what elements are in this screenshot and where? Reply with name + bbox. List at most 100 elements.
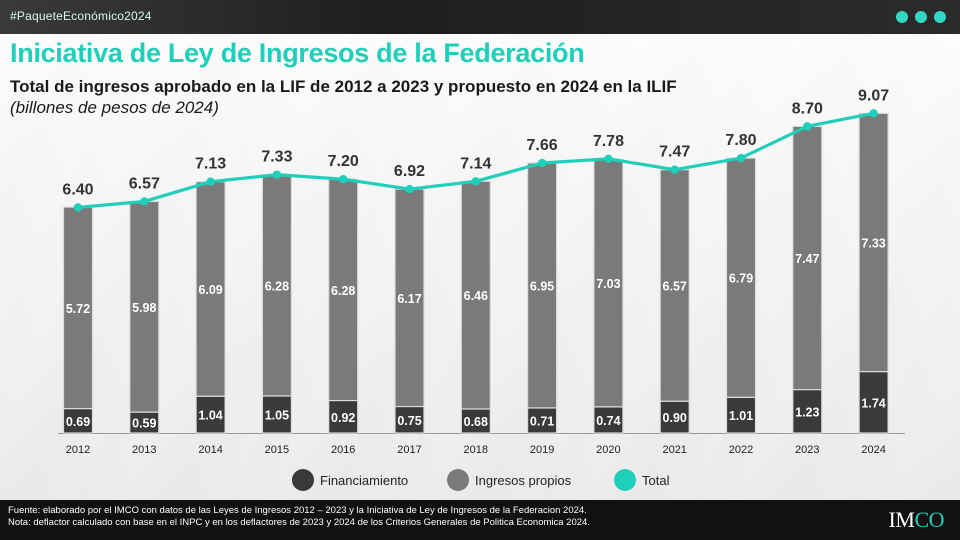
point-total — [869, 109, 878, 118]
data-label-total: 6.40 — [62, 181, 93, 198]
data-label-financiamiento: 1.23 — [795, 405, 819, 419]
data-label-ingresos-propios: 6.57 — [663, 279, 687, 293]
data-label-ingresos-propios: 7.33 — [861, 236, 885, 250]
bar-financiamiento — [394, 405, 425, 434]
legend-swatch-icon — [292, 469, 314, 491]
bar-financiamiento — [62, 408, 94, 434]
bar-ingresos-propios — [129, 200, 160, 413]
chart-units: (billones de pesos de 2024) — [10, 98, 219, 117]
legend-label: Financiamiento — [320, 473, 408, 488]
bar-financiamiento — [659, 400, 690, 434]
data-label-financiamiento: 0.75 — [397, 414, 421, 428]
x-tick-label: 2017 — [397, 444, 421, 456]
data-label-financiamiento: 0.68 — [464, 415, 488, 429]
bar-ingresos-propios — [792, 125, 823, 391]
logo-accent: CO — [914, 507, 944, 532]
point-total — [140, 197, 149, 206]
legend-swatch-icon — [614, 469, 636, 491]
bar-financiamiento — [261, 395, 292, 434]
x-tick-label: 2020 — [596, 444, 620, 456]
footer-band — [0, 500, 960, 540]
bar-ingresos-propios — [195, 181, 226, 397]
x-tick-label: 2019 — [530, 444, 554, 456]
x-tick-label: 2024 — [861, 444, 885, 456]
data-label-ingresos-propios: 6.09 — [198, 283, 222, 297]
x-tick-label: 2023 — [795, 444, 819, 456]
data-label-financiamiento: 0.90 — [663, 411, 687, 425]
point-total — [803, 122, 812, 131]
decorative-dots — [896, 11, 946, 23]
x-tick-label: 2013 — [132, 444, 156, 456]
bar-ingresos-propios — [659, 169, 690, 402]
bar-ingresos-propios — [394, 188, 425, 408]
bar-ingresos-propios — [526, 162, 558, 409]
data-label-total: 7.66 — [527, 137, 558, 154]
data-label-total: 7.14 — [460, 155, 491, 172]
data-label-total: 7.13 — [195, 156, 226, 173]
top-banner — [0, 0, 960, 34]
data-label-total: 7.33 — [261, 149, 292, 166]
bar-financiamiento — [593, 406, 624, 434]
x-tick-label: 2021 — [662, 444, 686, 456]
data-label-financiamiento: 0.92 — [331, 411, 355, 425]
footer-notes: Fuente: elaborado por el IMCO con datos … — [8, 505, 590, 529]
imco-logo: IMCO — [888, 507, 945, 533]
point-total — [537, 158, 547, 168]
data-label-total: 7.80 — [725, 132, 756, 149]
point-total — [736, 153, 746, 163]
bar-financiamiento — [858, 371, 889, 434]
data-label-ingresos-propios: 6.95 — [530, 279, 554, 293]
x-tick-label: 2012 — [66, 444, 90, 456]
data-label-ingresos-propios: 5.72 — [66, 302, 90, 316]
data-label-ingresos-propios: 5.98 — [132, 301, 156, 315]
point-total — [73, 203, 83, 212]
data-label-financiamiento: 0.59 — [132, 417, 156, 431]
data-label-total: 7.78 — [593, 133, 624, 150]
hashtag-label: #PaqueteEconómico2024 — [10, 9, 152, 23]
data-label-total: 6.92 — [394, 163, 425, 180]
bar-financiamiento — [129, 411, 160, 434]
data-label-total: 7.47 — [659, 144, 690, 161]
stacked-bar-chart: 5.72 0.69 2012 5.98 0.59 2013 6.09 1.04 2014 6.28… — [58, 87, 905, 491]
data-label-financiamiento: 1.74 — [861, 396, 885, 410]
legend-swatch-icon — [447, 469, 469, 491]
bar-financiamiento — [792, 389, 823, 434]
point-total — [604, 154, 613, 163]
data-label-total: 6.57 — [129, 175, 160, 192]
bar-ingresos-propios — [593, 158, 624, 408]
point-total — [471, 177, 480, 186]
legend-label: Total — [642, 473, 670, 488]
bar-financiamiento — [328, 399, 359, 434]
bar-ingresos-propios — [858, 112, 889, 373]
page-title: Iniciativa de Ley de Ingresos de la Fede… — [10, 38, 585, 68]
data-label-financiamiento: 0.69 — [66, 415, 90, 429]
bar-ingresos-propios — [62, 206, 94, 410]
data-label-ingresos-propios: 6.46 — [464, 289, 488, 303]
point-total — [405, 184, 414, 194]
methodology-note: Nota: deflactor calculado con base en el… — [8, 517, 590, 528]
point-total — [339, 175, 348, 184]
x-tick-label: 2016 — [331, 444, 355, 456]
data-label-total: 9.07 — [858, 87, 889, 104]
point-total — [206, 177, 215, 186]
point-total — [272, 170, 282, 179]
data-label-financiamiento: 1.05 — [265, 408, 289, 422]
source-note: Fuente: elaborado por el IMCO con datos … — [8, 505, 587, 516]
data-label-ingresos-propios: 6.79 — [729, 272, 753, 286]
bar-financiamiento — [195, 395, 226, 434]
data-label-financiamiento: 1.04 — [198, 409, 222, 423]
data-label-ingresos-propios: 6.28 — [331, 284, 355, 298]
bar-financiamiento — [725, 396, 757, 434]
dot-icon — [915, 11, 927, 23]
bar-financiamiento — [460, 408, 491, 434]
data-label-total: 7.20 — [328, 153, 359, 170]
data-label-ingresos-propios: 7.03 — [596, 277, 620, 291]
bar-ingresos-propios — [261, 174, 292, 397]
chart-subtitle: Total de ingresos aprobado en la LIF de … — [10, 77, 677, 96]
data-label-financiamiento: 0.74 — [596, 414, 620, 428]
bar-financiamiento — [526, 407, 558, 434]
data-label-ingresos-propios: 7.47 — [795, 252, 819, 266]
data-label-total: 8.70 — [792, 100, 823, 117]
x-tick-label: 2018 — [464, 444, 488, 456]
logo-text: IM — [888, 507, 915, 532]
